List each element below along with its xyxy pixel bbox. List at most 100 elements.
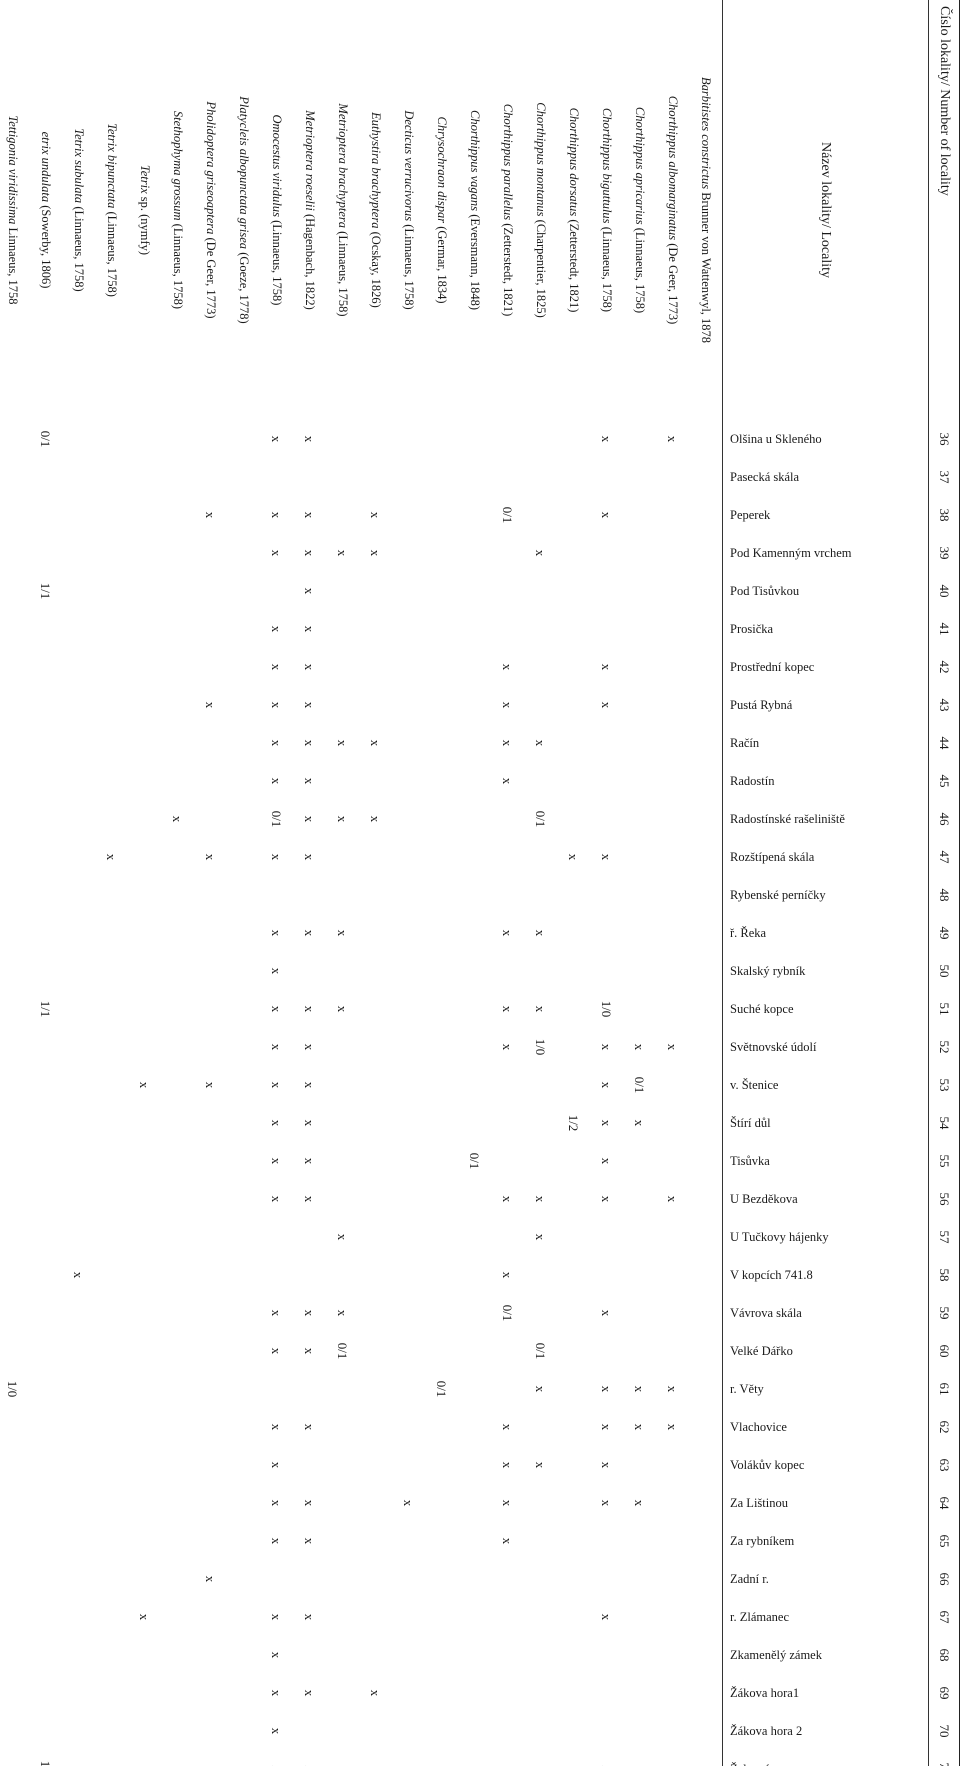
occurrence-cell — [0, 838, 29, 876]
occurrence-cell — [656, 1142, 689, 1180]
species-author: (Linnaeus, 1758) — [633, 224, 647, 314]
occurrence-cell — [623, 1712, 656, 1750]
occurrence-cell — [689, 990, 723, 1028]
occurrence-cell — [359, 572, 392, 610]
occurrence-cell — [425, 610, 458, 648]
occurrence-cell — [425, 876, 458, 914]
occurrence-cell — [62, 686, 95, 724]
occurrence-cell: x — [302, 1537, 318, 1545]
occurrence-cell — [161, 1560, 194, 1598]
occurrence-cell — [392, 1598, 425, 1636]
occurrence-cell — [425, 952, 458, 990]
occurrence-cell — [656, 1484, 689, 1522]
occurrence-cell — [623, 838, 656, 876]
locality-name-cell: Za Lištinou — [722, 1484, 929, 1522]
occurrence-cell: x — [368, 1689, 384, 1697]
occurrence-cell — [392, 1104, 425, 1142]
occurrence-cell: x — [368, 549, 384, 557]
locality-name-cell: Pustá Rybná — [722, 686, 929, 724]
species-row: Metrioptera brachyptera (Linnaeus, 1758)… — [326, 0, 359, 1766]
occurrence-cell — [62, 610, 95, 648]
locality-number: 67 — [928, 1598, 960, 1636]
occurrence-cell — [524, 572, 557, 610]
occurrence-cell — [194, 1028, 227, 1066]
occurrence-cell: x — [302, 853, 318, 861]
locality-name-cell: Vávrova skála — [722, 1294, 929, 1332]
locality-number-row: Číslo lokality/ Number of locality 36 37 3… — [928, 0, 960, 1766]
occurrence-cell — [590, 1256, 623, 1294]
occurrence-cell: x — [302, 1499, 318, 1507]
occurrence-cell — [656, 952, 689, 990]
occurrence-cell: 1/1 — [38, 582, 54, 600]
occurrence-cell: x — [137, 1613, 153, 1621]
occurrence-cell — [590, 914, 623, 952]
occurrence-cell: 1/1 — [38, 1000, 54, 1018]
occurrence-cell: x — [269, 1689, 285, 1697]
occurrence-cell — [491, 1066, 524, 1104]
occurrence-cell — [425, 1484, 458, 1522]
occurrence-cell — [689, 1142, 723, 1180]
occurrence-cell — [623, 534, 656, 572]
occurrence-cell — [557, 610, 590, 648]
occurrence-cell — [656, 876, 689, 914]
species-author: (Linnaeus, 1758) — [72, 203, 86, 292]
locality-name-cell: r. Věty — [722, 1370, 929, 1408]
occurrence-cell — [227, 648, 260, 686]
occurrence-cell — [491, 1636, 524, 1674]
occurrence-cell — [128, 1522, 161, 1560]
occurrence-cell — [0, 1712, 29, 1750]
occurrence-cell — [161, 1598, 194, 1636]
occurrence-cell — [326, 1142, 359, 1180]
locality-name: r. Zlámanec — [730, 1610, 789, 1624]
occurrence-cell — [128, 1560, 161, 1598]
species-author: (Linnaeus, 1758) — [600, 223, 614, 313]
occurrence-cell — [656, 1332, 689, 1370]
occurrence-cell — [623, 686, 656, 724]
occurrence-cell — [524, 1484, 557, 1522]
occurrence-cell — [62, 1218, 95, 1256]
occurrence-cell — [62, 1522, 95, 1560]
occurrence-cell — [161, 1750, 194, 1766]
occurrence-cell: x — [302, 625, 318, 633]
occurrence-cell — [491, 1598, 524, 1636]
occurrence-cell — [0, 458, 29, 496]
locality-name: Velké Dářko — [730, 1344, 793, 1358]
occurrence-cell: 0/1 — [335, 1342, 351, 1360]
occurrence-cell — [128, 572, 161, 610]
occurrence-cell: x — [203, 1575, 219, 1583]
occurrence-cell — [425, 420, 458, 458]
species-name-cell: Tetrix sp. (nymfy) — [128, 0, 161, 420]
locality-number: 50 — [928, 952, 960, 990]
occurrence-cell: 1/2 — [566, 1114, 582, 1132]
occurrence-cell — [557, 420, 590, 458]
occurrence-cell — [194, 572, 227, 610]
species-name-cell: Decticus verrucivorus (Linnaeus, 1758) — [392, 0, 425, 420]
occurrence-cell — [227, 1522, 260, 1560]
occurrence-cell: x — [368, 815, 384, 823]
occurrence-cell — [95, 1104, 128, 1142]
locality-name-cell: Pasecká skála — [722, 458, 929, 496]
occurrence-cell — [0, 800, 29, 838]
occurrence-cell — [0, 1142, 29, 1180]
occurrence-cell: 0/1 — [500, 506, 516, 524]
occurrence-cell — [557, 1598, 590, 1636]
occurrence-cell — [29, 1636, 62, 1674]
locality-number: 47 — [928, 838, 960, 876]
occurrence-cell — [29, 1484, 62, 1522]
occurrence-cell: 0/1 — [38, 430, 54, 448]
occurrence-cell — [194, 458, 227, 496]
occurrence-cell — [0, 1560, 29, 1598]
occurrence-cell — [557, 724, 590, 762]
occurrence-cell — [128, 686, 161, 724]
occurrence-cell: x — [203, 701, 219, 709]
occurrence-cell — [161, 1370, 194, 1408]
occurrence-cell: x — [500, 1499, 516, 1507]
occurrence-cell — [29, 800, 62, 838]
occurrence-cell — [0, 1408, 29, 1446]
occurrence-cell — [425, 1294, 458, 1332]
occurrence-cell — [359, 876, 392, 914]
occurrence-cell — [557, 1028, 590, 1066]
occurrence-cell — [128, 610, 161, 648]
occurrence-cell — [161, 1636, 194, 1674]
occurrence-cell — [161, 496, 194, 534]
